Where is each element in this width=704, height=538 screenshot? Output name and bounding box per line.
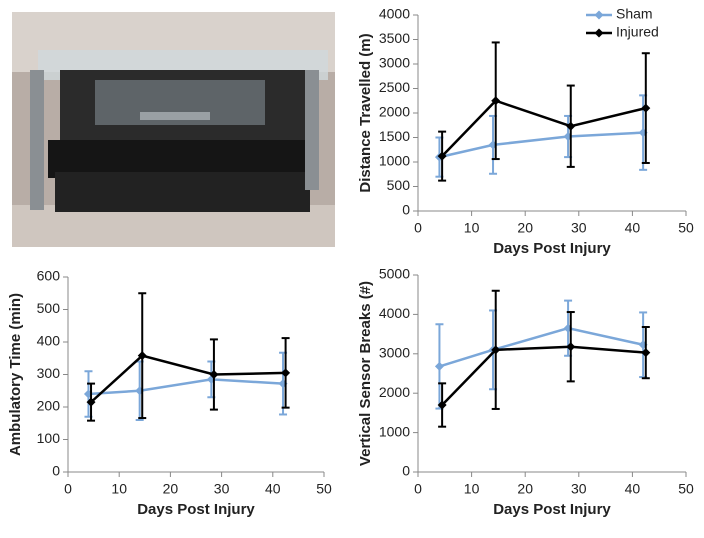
x-tick-label: 40: [265, 481, 281, 497]
x-tick-label: 10: [464, 220, 480, 236]
legend-label: Injured: [616, 24, 659, 40]
series-line: [439, 326, 644, 368]
x-tick-label: 10: [111, 481, 127, 497]
x-tick-label: 20: [163, 481, 179, 497]
y-tick-label: 5000: [379, 266, 410, 282]
marker: [281, 368, 291, 378]
y-tick-label: 300: [37, 365, 61, 381]
series: [437, 41, 651, 182]
series-line: [88, 378, 284, 396]
marker: [566, 342, 576, 352]
marker: [434, 361, 444, 371]
y-tick-label: 1000: [379, 423, 410, 439]
marker: [566, 121, 576, 131]
y-tick-label: 3000: [379, 345, 410, 361]
y-tick-label: 200: [37, 398, 61, 414]
x-axis-title: Days Post Injury: [493, 501, 611, 518]
x-tick-label: 30: [214, 481, 230, 497]
marker: [491, 96, 501, 106]
x-tick-label: 0: [414, 481, 422, 497]
x-tick-label: 50: [678, 220, 694, 236]
x-tick-label: 30: [571, 220, 587, 236]
series-line: [90, 354, 286, 404]
series: [434, 94, 648, 178]
x-tick-label: 30: [571, 481, 587, 497]
y-tick-label: 600: [37, 268, 61, 284]
x-tick-label: 40: [625, 220, 641, 236]
marker: [437, 400, 447, 410]
legend: Sham Injured: [586, 6, 659, 40]
y-tick-label: 4000: [379, 305, 410, 321]
marker: [641, 103, 651, 113]
y-tick-label: 0: [402, 463, 410, 479]
series-line: [439, 131, 644, 159]
marker: [209, 370, 219, 379]
marker: [437, 151, 447, 161]
marker: [641, 348, 651, 358]
x-tick-label: 0: [64, 481, 72, 497]
y-tick-label: 0: [52, 463, 60, 479]
series: [437, 289, 651, 428]
y-tick-label: 100: [37, 430, 61, 446]
series: [86, 292, 291, 422]
y-tick-label: 500: [387, 177, 411, 193]
legend-marker: [594, 28, 604, 38]
y-tick-label: 2500: [379, 79, 410, 95]
x-tick-label: 20: [517, 220, 533, 236]
y-tick-label: 400: [37, 333, 61, 349]
y-tick-label: 3000: [379, 55, 410, 71]
photo: [12, 12, 335, 247]
series: [434, 299, 648, 410]
x-tick-label: 20: [517, 481, 533, 497]
y-tick-label: 4000: [379, 6, 410, 22]
marker: [137, 351, 147, 361]
series-line: [441, 99, 647, 157]
series: [83, 351, 288, 421]
y-tick-label: 3500: [379, 30, 410, 46]
x-tick-label: 40: [625, 481, 641, 497]
legend-marker: [594, 10, 604, 20]
y-axis-title: Distance Travelled (m): [357, 33, 374, 192]
marker: [86, 397, 96, 407]
x-axis-title: Days Post Injury: [493, 240, 611, 257]
x-tick-label: 10: [464, 481, 480, 497]
y-tick-label: 2000: [379, 384, 410, 400]
x-axis-title: Days Post Injury: [137, 501, 255, 518]
y-tick-label: 1500: [379, 128, 410, 144]
y-tick-label: 500: [37, 300, 61, 316]
legend-label: Sham: [616, 6, 653, 22]
y-tick-label: 2000: [379, 104, 410, 120]
y-axis-title: Ambulatory Time (min): [7, 293, 24, 456]
x-tick-label: 50: [678, 481, 694, 497]
x-tick-label: 0: [414, 220, 422, 236]
marker: [491, 345, 501, 355]
x-tick-label: 50: [316, 481, 332, 497]
y-tick-label: 0: [402, 202, 410, 218]
y-tick-label: 1000: [379, 153, 410, 169]
series-line: [441, 345, 646, 406]
y-axis-title: Vertical Sensor Breaks (#): [357, 281, 374, 466]
